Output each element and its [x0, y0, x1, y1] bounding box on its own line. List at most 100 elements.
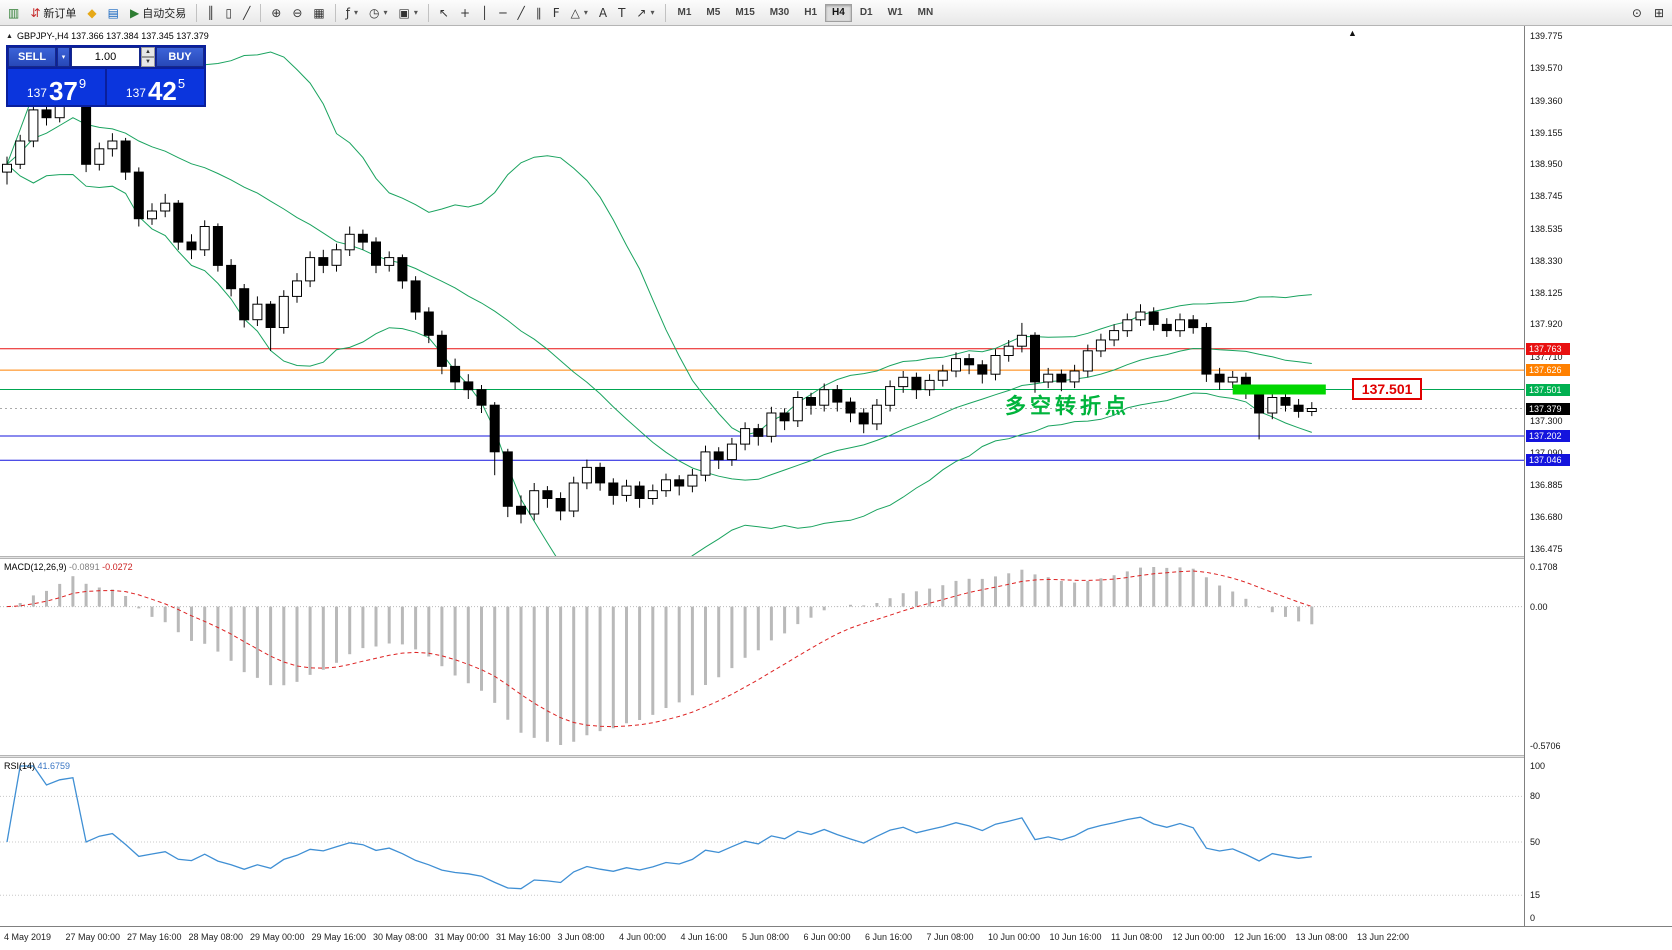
- shapes-button[interactable]: △ ▾: [566, 2, 593, 24]
- volume-input[interactable]: [71, 47, 140, 67]
- time-label: 3 Jun 08:00: [557, 932, 605, 942]
- templates-button-caret-icon[interactable]: ▾: [413, 8, 418, 17]
- arrows-button[interactable]: ↗ ▾: [631, 2, 659, 24]
- time-label: 4 May 2019: [4, 932, 52, 942]
- price-tick: 138.745: [1530, 191, 1563, 202]
- new-order-button-label: 新订单: [43, 7, 77, 20]
- new-chart-icon: ⊞: [1653, 5, 1664, 20]
- price-tick: 138.125: [1530, 287, 1563, 298]
- main-chart-canvas[interactable]: [0, 26, 1524, 556]
- panel-separator[interactable]: [0, 755, 1672, 758]
- timeframe-w1-button[interactable]: W1: [887, 7, 903, 18]
- timeframe-mn-button[interactable]: MN: [917, 7, 934, 18]
- channel-button[interactable]: ∥: [531, 2, 547, 24]
- indicators-button-caret-icon[interactable]: ▾: [354, 8, 359, 17]
- time-label: 31 May 00:00: [434, 932, 490, 942]
- sell-price-button[interactable]: 137 37 9: [8, 69, 105, 105]
- timeframe-m30-button[interactable]: M30: [769, 7, 790, 18]
- text-icon: A: [598, 5, 608, 20]
- periods-button-caret-icon[interactable]: ▾: [383, 8, 388, 17]
- tile-windows-button[interactable]: ▦: [308, 2, 329, 24]
- chart-profiles-button[interactable]: ◆: [82, 2, 101, 24]
- buy-button[interactable]: BUY: [156, 47, 204, 67]
- timeframe-m15-button[interactable]: M15: [735, 7, 755, 18]
- text-button[interactable]: A: [594, 2, 612, 24]
- search-button[interactable]: ⊙: [1627, 2, 1647, 24]
- price-tick: 136.885: [1530, 480, 1563, 491]
- one-click-trading-panel: SELL ▾ ▲ ▼ BUY 137 37 9 137 42 5: [6, 45, 206, 107]
- chart-profiles-icon: ◆: [87, 5, 97, 20]
- shapes-button-caret-icon[interactable]: ▾: [583, 8, 588, 17]
- autotrading-button[interactable]: ▶ 自动交易: [125, 2, 191, 24]
- price-tick: 138.535: [1530, 223, 1563, 234]
- rsi-scale-tick: 15: [1530, 890, 1541, 901]
- price-tick: 139.360: [1530, 95, 1563, 106]
- new-chart-button[interactable]: ⊞: [1649, 2, 1669, 24]
- text-label-button[interactable]: T: [613, 2, 630, 24]
- time-label: 29 May 00:00: [250, 932, 305, 942]
- volume-down-icon[interactable]: ▼: [141, 57, 155, 67]
- zoom-out-button[interactable]: ⊖: [287, 2, 307, 24]
- candlestick-chart-button[interactable]: ▯: [220, 2, 237, 24]
- price-line-badge: 137.046: [1526, 454, 1570, 467]
- order-options-caret-icon[interactable]: ▾: [57, 47, 70, 67]
- price-tick: 137.710: [1530, 352, 1563, 363]
- timeframe-h4-button[interactable]: H4: [825, 3, 852, 22]
- macd-panel-canvas[interactable]: [0, 559, 1524, 755]
- volume-stepper[interactable]: ▲ ▼: [141, 47, 155, 67]
- price-tick: 136.680: [1530, 512, 1563, 523]
- toolbar-separator: [427, 3, 429, 22]
- symbol-info: ▲ GBPJPY-,H4 137.366 137.384 137.345 137…: [6, 31, 209, 41]
- timeframe-m5-button[interactable]: M5: [706, 7, 721, 18]
- macd-main-value: -0.0891: [69, 562, 100, 572]
- timeframe-m1-button[interactable]: M1: [677, 7, 692, 18]
- charts-window-button[interactable]: ▥: [3, 2, 24, 24]
- line-chart-button[interactable]: ╱: [238, 2, 255, 24]
- rsi-label: RSI(14) 41.6759: [4, 761, 70, 771]
- timeframe-d1-button[interactable]: D1: [859, 7, 873, 18]
- support-zone-bar[interactable]: [1232, 384, 1326, 395]
- volume-up-icon[interactable]: ▲: [141, 47, 155, 57]
- time-label: 4 Jun 16:00: [680, 932, 728, 942]
- price-scale[interactable]: 139.775 139.570 139.360 139.155 138.950 138.7…: [1524, 26, 1672, 926]
- panel-separator[interactable]: [0, 556, 1672, 559]
- buy-price-button[interactable]: 137 42 5: [107, 69, 204, 105]
- cursor-button[interactable]: ↖: [434, 2, 454, 24]
- bar-chart-button[interactable]: ║: [202, 2, 219, 24]
- templates-button[interactable]: ▣ ▾: [394, 2, 423, 24]
- periods-icon: ◷: [369, 5, 380, 20]
- arrow-marker-icon[interactable]: ▲: [1348, 28, 1357, 38]
- sell-button[interactable]: SELL: [8, 47, 56, 67]
- time-label: 12 Jun 16:00: [1234, 932, 1287, 942]
- buy-price-prefix: 137: [125, 86, 146, 100]
- bar-chart-icon: ║: [207, 5, 215, 20]
- new-order-button[interactable]: ⇵ 新订单: [25, 2, 81, 24]
- crosshair-button[interactable]: +: [455, 2, 475, 24]
- periods-button[interactable]: ◷ ▾: [364, 2, 393, 24]
- trendline-button[interactable]: ╱: [512, 2, 529, 24]
- horizontal-line-button[interactable]: ─: [494, 2, 511, 24]
- price-tag-label[interactable]: 137.501: [1351, 377, 1423, 400]
- timeframe-h1-button[interactable]: H1: [804, 7, 818, 18]
- time-axis[interactable]: 4 May 2019 27 May 00:00 27 May 16:00 28 May…: [0, 926, 1672, 948]
- rsi-panel-canvas[interactable]: [0, 758, 1524, 926]
- time-label: 13 Jun 08:00: [1295, 932, 1348, 942]
- time-label: 30 May 08:00: [373, 932, 428, 942]
- time-label: 5 Jun 08:00: [742, 932, 790, 942]
- price-line-badge: 137.501: [1526, 383, 1570, 396]
- indicators-button[interactable]: ƒ ▾: [341, 2, 363, 24]
- price-tick: 139.775: [1530, 31, 1563, 42]
- rsi-scale-tick: 50: [1530, 837, 1541, 847]
- price-tick: 137.300: [1530, 415, 1563, 426]
- bollinger-middle-band: [6, 117, 1312, 481]
- vertical-line-button[interactable]: │: [476, 2, 493, 24]
- market-depth-button[interactable]: ▤: [103, 2, 124, 24]
- zoom-in-button[interactable]: ⊕: [266, 2, 286, 24]
- chart-annotation-text[interactable]: 多空转折点: [1005, 395, 1130, 419]
- fibonacci-button[interactable]: F: [548, 2, 565, 24]
- arrows-button-caret-icon[interactable]: ▾: [650, 8, 655, 17]
- rsi-line: [6, 765, 1312, 890]
- price-line-badge: 137.202: [1526, 430, 1570, 442]
- vertical-line-icon: │: [481, 5, 489, 20]
- zoom-in-icon: ⊕: [271, 5, 282, 20]
